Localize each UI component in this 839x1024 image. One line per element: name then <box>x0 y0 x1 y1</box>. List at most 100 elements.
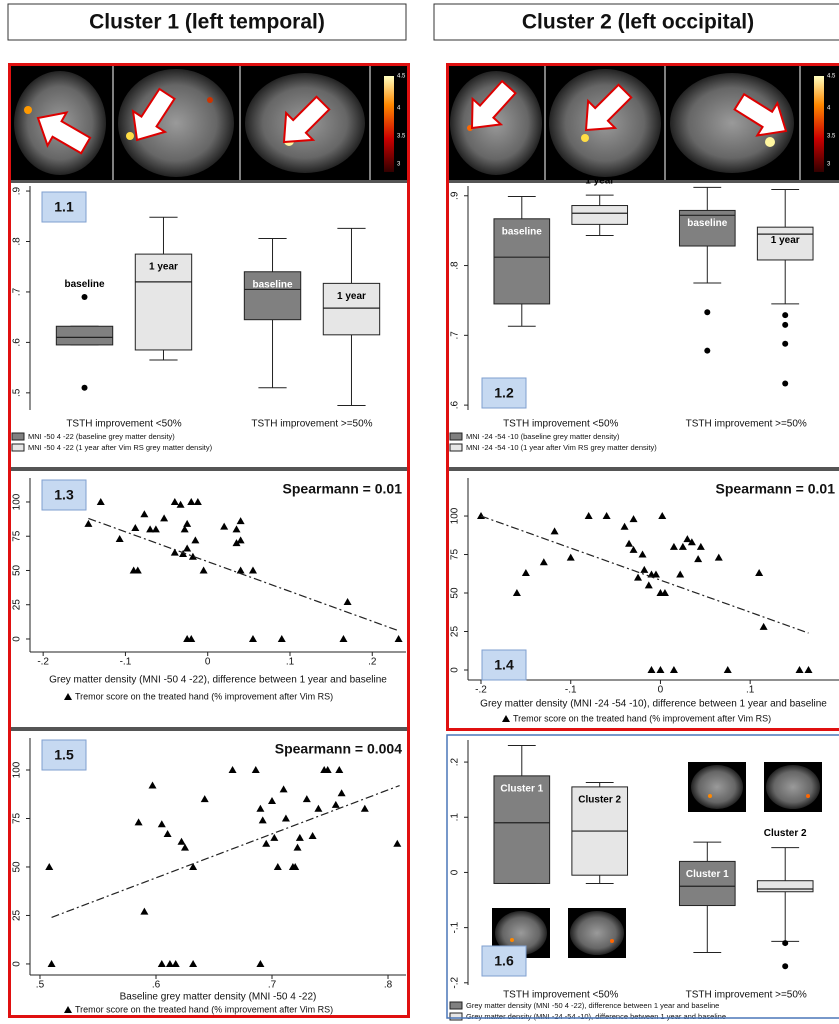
point <box>249 566 257 573</box>
legend-label: MNI -50 4 -22 (baseline grey matter dens… <box>28 432 175 441</box>
box-label: 1 year <box>771 235 800 246</box>
x-tick-label: -.2 <box>475 685 487 696</box>
point <box>259 816 267 823</box>
point <box>647 666 655 673</box>
panel-label: 1.3 <box>54 487 74 503</box>
box-label: baseline <box>253 279 293 290</box>
point <box>149 782 157 789</box>
point <box>296 834 304 841</box>
point <box>262 840 270 847</box>
outlier <box>782 940 788 946</box>
legend-label: Grey matter density (MNI -50 4 -22), dif… <box>466 1001 719 1010</box>
panel-label: 1.1 <box>54 199 74 215</box>
y-tick-label: .6 <box>450 401 461 410</box>
separator <box>10 467 408 471</box>
y-tick-label: 100 <box>12 493 23 510</box>
point <box>158 960 166 967</box>
point <box>233 525 241 532</box>
point <box>131 524 139 531</box>
annotation: Spearmann = 0.01 <box>716 481 836 497</box>
y-tick-label: 50 <box>12 861 23 873</box>
point <box>229 766 237 773</box>
colorbar-label: 4.5 <box>397 74 406 80</box>
y-tick-label: .9 <box>450 191 461 200</box>
point <box>630 546 638 553</box>
x-axis-label: Grey matter density (MNI -24 -54 -10), d… <box>480 699 827 710</box>
point <box>679 543 687 550</box>
point <box>338 789 346 796</box>
legend-marker <box>502 715 510 722</box>
legend-swatch <box>450 444 462 451</box>
point <box>639 551 647 558</box>
point <box>183 520 191 527</box>
box-label: baseline <box>502 226 542 237</box>
point <box>270 834 278 841</box>
point <box>344 598 352 605</box>
x-tick-label: .8 <box>384 980 393 991</box>
y-tick-label: .1 <box>450 813 461 822</box>
point <box>625 540 633 547</box>
point <box>361 805 369 812</box>
y-tick-label: .2 <box>450 757 461 766</box>
box-label: Cluster 2 <box>764 828 807 839</box>
legend-swatch <box>450 1013 462 1020</box>
x-category-label: TSTH improvement <50% <box>503 990 618 1001</box>
y-tick-label: 25 <box>450 626 461 638</box>
separator <box>448 180 839 183</box>
point <box>256 805 264 812</box>
legend-swatch <box>450 433 462 440</box>
point <box>152 525 160 532</box>
panel-label: 1.2 <box>494 385 514 401</box>
point <box>194 498 202 505</box>
legend-label: Grey matter density (MNI -24 -54 -10), d… <box>466 1012 726 1021</box>
legend-swatch <box>12 444 24 451</box>
x-category-label: TSTH improvement >=50% <box>686 990 807 1001</box>
panel-label: 1.6 <box>494 953 514 969</box>
point <box>116 535 124 542</box>
point <box>551 527 559 534</box>
point <box>140 510 148 517</box>
point <box>274 863 282 870</box>
outlier <box>704 348 710 354</box>
point <box>172 960 180 967</box>
separator <box>10 727 408 731</box>
point <box>513 589 521 596</box>
point <box>603 512 611 519</box>
x-tick-label: .1 <box>286 657 295 668</box>
point <box>755 569 763 576</box>
y-tick-label: 100 <box>12 761 23 778</box>
x-tick-label: -.1 <box>120 657 132 668</box>
x-axis-label: Grey matter density (MNI -50 4 -22), dif… <box>49 675 387 686</box>
point <box>237 517 245 524</box>
point <box>84 520 92 527</box>
header: Cluster 1 (left temporal) <box>89 11 325 34</box>
point <box>282 814 290 821</box>
separator <box>10 180 408 183</box>
point <box>278 635 286 642</box>
point <box>201 795 209 802</box>
point <box>804 666 812 673</box>
point <box>395 635 403 642</box>
box-label: baseline <box>687 218 727 229</box>
x-tick-label: .6 <box>152 980 161 991</box>
legend-label: MNI -24 -54 -10 (1 year after Vim RS gre… <box>466 443 657 452</box>
y-tick-label: 100 <box>450 507 461 524</box>
point <box>178 838 186 845</box>
point <box>171 498 179 505</box>
point <box>694 555 702 562</box>
y-tick-label: .8 <box>450 261 461 270</box>
point <box>191 536 199 543</box>
point <box>640 566 648 573</box>
point <box>189 960 197 967</box>
x-tick-label: .5 <box>36 980 45 991</box>
box-label: 1 year <box>585 176 614 187</box>
point <box>252 766 260 773</box>
x-tick-label: -.1 <box>565 685 577 696</box>
point <box>621 523 629 530</box>
y-tick-label: 50 <box>12 564 23 576</box>
point <box>303 795 311 802</box>
point <box>280 785 288 792</box>
box-label: 1 year <box>337 291 366 302</box>
legend-swatch <box>450 1002 462 1009</box>
outlier <box>782 963 788 969</box>
